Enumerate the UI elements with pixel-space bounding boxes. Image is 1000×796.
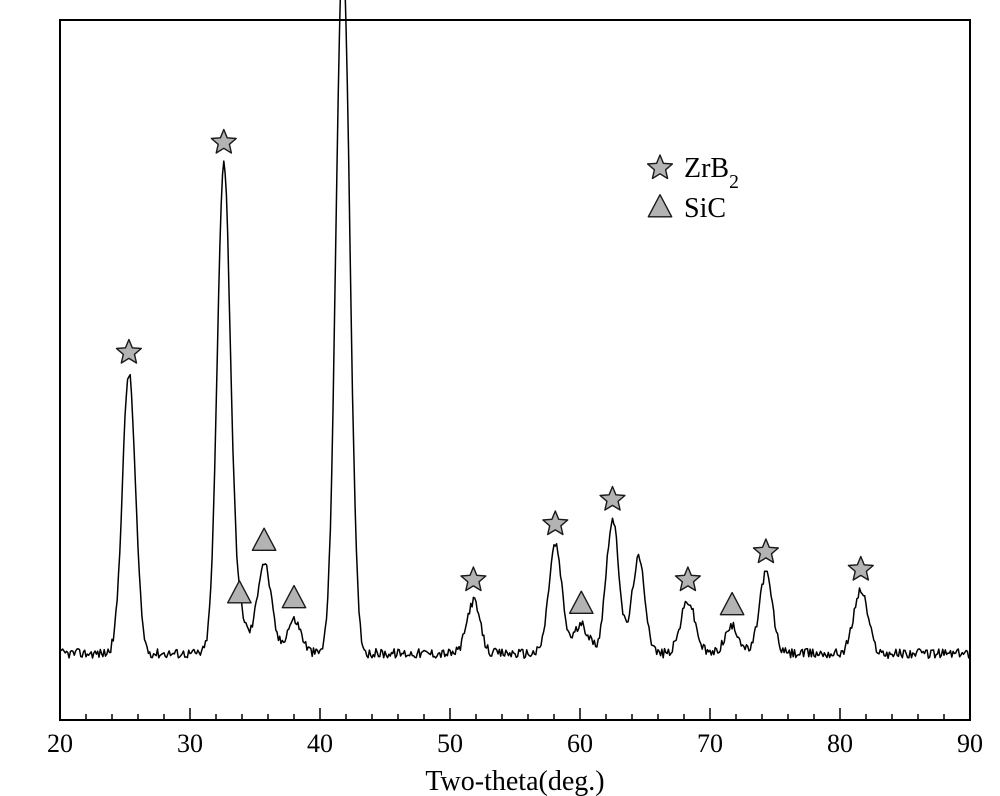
legend-label: SiC	[684, 193, 726, 224]
star-marker-icon	[600, 487, 625, 511]
legend-label: ZrB2	[684, 153, 739, 193]
x-tick-label: 20	[47, 729, 73, 758]
plot-frame	[60, 20, 970, 720]
x-axis-title: Two-theta(deg.)	[425, 766, 604, 796]
triangle-marker-icon	[252, 528, 275, 550]
x-tick-label: 50	[437, 729, 463, 758]
x-tick-label: 60	[567, 729, 593, 758]
xrd-chart: 20 30 40 50 60 70 80 90 Two-theta(deg.) ZrB2SiC	[0, 0, 1000, 796]
star-marker-icon	[461, 567, 486, 591]
star-marker-icon	[543, 511, 568, 535]
xrd-trace	[60, 0, 970, 658]
star-marker-icon	[117, 340, 142, 364]
triangle-marker-icon	[570, 591, 593, 613]
star-marker-icon	[848, 557, 873, 581]
x-tick-label: 70	[697, 729, 723, 758]
x-tick-label: 80	[827, 729, 853, 758]
x-tick-label: 90	[957, 729, 983, 758]
triangle-marker-icon	[720, 593, 743, 615]
star-marker-icon	[676, 567, 701, 591]
star-marker-icon	[648, 155, 673, 179]
triangle-marker-icon	[282, 586, 305, 608]
chart-svg: 20 30 40 50 60 70 80 90 Two-theta(deg.) ZrB2SiC	[0, 0, 1000, 796]
star-marker-icon	[754, 539, 779, 563]
triangle-marker-icon	[228, 581, 251, 603]
triangle-marker-icon	[648, 195, 671, 217]
star-marker-icon	[211, 130, 236, 154]
x-tick-label: 30	[177, 729, 203, 758]
x-tick-label: 40	[307, 729, 333, 758]
